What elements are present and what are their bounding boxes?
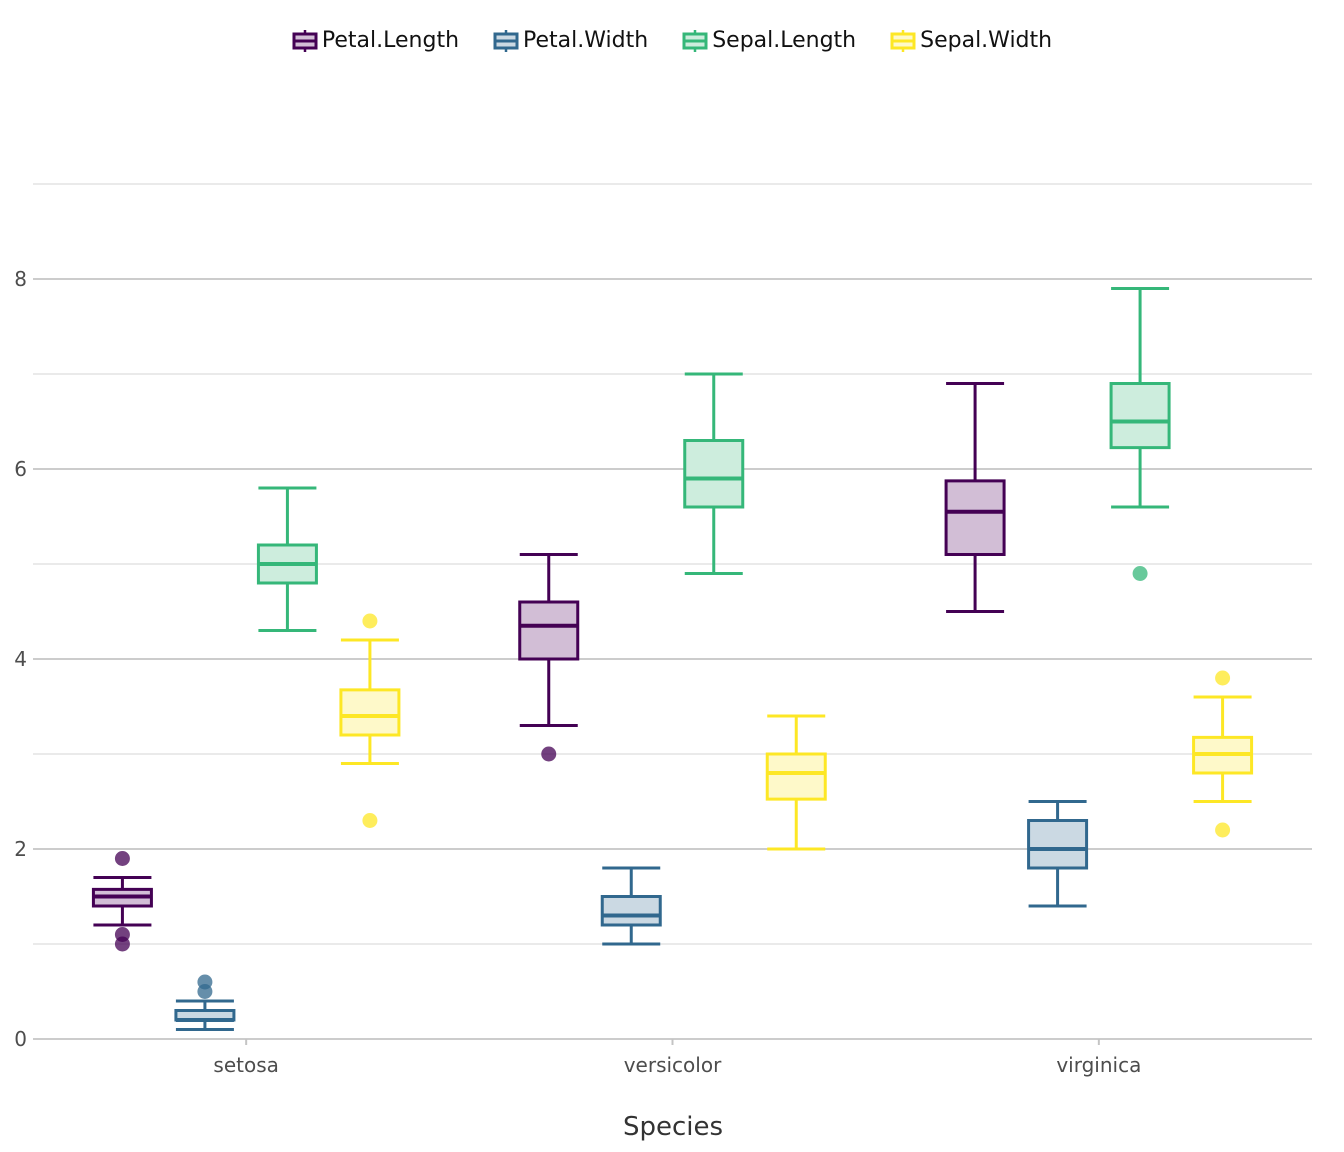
y-tick-label: 2 xyxy=(14,837,27,861)
box-iqr xyxy=(683,439,745,509)
box-petal-length-virginica xyxy=(944,382,1006,613)
box-sepal-width-versicolor xyxy=(765,714,827,851)
box-iqr xyxy=(600,895,662,927)
outlier-point xyxy=(362,613,378,629)
boxes xyxy=(91,287,1254,1031)
legend-item: Petal.Length xyxy=(292,28,459,53)
legend-label: Sepal.Length xyxy=(712,28,857,53)
y-tick-label: 0 xyxy=(14,1027,27,1051)
box-sepal-width-virginica xyxy=(1192,670,1254,838)
outlier-point xyxy=(114,936,130,952)
x-tick-label: versicolor xyxy=(624,1053,722,1077)
box-iqr xyxy=(339,688,401,737)
legend-item: Petal.Width xyxy=(493,28,648,53)
grid xyxy=(33,183,1312,1040)
outlier-point xyxy=(1215,822,1231,838)
outlier-point xyxy=(541,746,557,762)
legend-item: Sepal.Length xyxy=(682,28,856,53)
legend-label: Petal.Width xyxy=(523,28,649,53)
legend-box-icon xyxy=(890,29,916,52)
box-petal-width-setosa xyxy=(174,974,236,1031)
y-tick-label: 8 xyxy=(14,267,27,291)
x-tick-label: virginica xyxy=(1056,1053,1141,1077)
box-petal-width-virginica xyxy=(1027,800,1089,908)
box-iqr xyxy=(765,752,827,801)
box-petal-length-setosa xyxy=(91,851,153,952)
legend-box-icon xyxy=(493,29,519,52)
y-tick-label: 4 xyxy=(14,647,27,671)
outlier-point xyxy=(362,813,378,828)
outlier-point xyxy=(1132,566,1148,581)
legend-box-icon xyxy=(292,29,318,52)
box-iqr xyxy=(1027,819,1089,870)
legend-label: Sepal.Width xyxy=(920,28,1053,53)
box-petal-length-versicolor xyxy=(518,553,580,762)
legend-box-icon xyxy=(682,29,708,52)
x-axis-title: Species xyxy=(623,1112,723,1142)
outlier-point xyxy=(1215,670,1231,686)
x-axis: setosa versicolor virginica xyxy=(213,1039,1141,1077)
legend-label: Petal.Length xyxy=(321,28,460,53)
x-tick-label: setosa xyxy=(213,1053,278,1077)
box-sepal-length-setosa xyxy=(256,486,318,632)
box-sepal-length-versicolor xyxy=(683,372,745,575)
box-iqr xyxy=(1109,382,1171,450)
box-sepal-width-setosa xyxy=(339,613,401,828)
box-iqr xyxy=(518,600,580,661)
box-sepal-length-virginica xyxy=(1109,287,1171,581)
legend: Petal.Length Petal.Width Sepal.Length Sepal… xyxy=(0,28,1344,53)
legend-item: Sepal.Width xyxy=(890,28,1052,53)
box-iqr xyxy=(944,479,1006,556)
y-axis: 0 2 4 6 8 xyxy=(14,267,27,1051)
outlier-point xyxy=(197,974,213,990)
box-petal-width-versicolor xyxy=(600,866,662,946)
y-tick-label: 6 xyxy=(14,457,27,481)
outlier-point xyxy=(114,851,130,866)
